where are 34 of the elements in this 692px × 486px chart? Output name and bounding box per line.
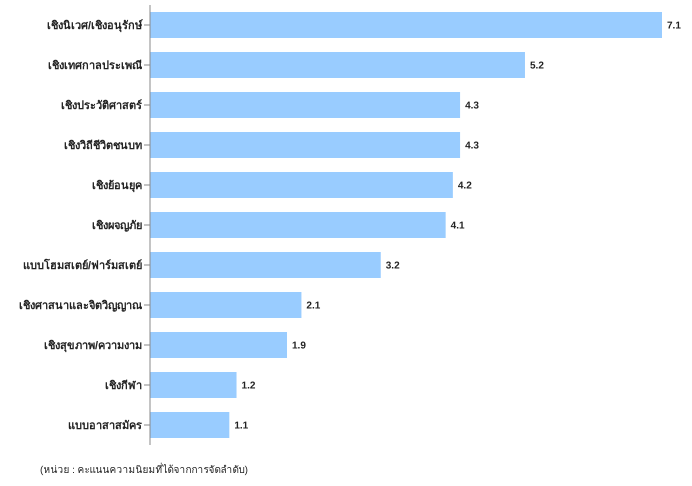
bar (150, 52, 525, 78)
y-tick-label: เชิงสุขภาพ/ความงาม (44, 338, 142, 353)
y-tick-label: เชิงนิเวศ/เชิงอนุรักษ์ (46, 18, 143, 33)
data-label: 1.9 (292, 340, 306, 352)
bar (150, 132, 460, 158)
bar (150, 92, 460, 118)
bar (150, 412, 230, 438)
bar (150, 372, 237, 398)
data-label: 4.3 (465, 100, 480, 112)
y-tick-label: แบบอาสาสมัคร (68, 418, 142, 432)
bar (150, 212, 446, 238)
y-tick-label: เชิงกีฬา (105, 378, 142, 392)
data-label: 5.2 (530, 60, 544, 72)
data-label: 1.2 (242, 380, 256, 392)
data-label: 3.2 (386, 260, 400, 272)
y-tick-label: เชิงวิถีชีวิตชนบท (64, 138, 142, 152)
data-label: 4.3 (465, 140, 480, 152)
data-label: 4.1 (450, 220, 465, 232)
data-label: 2.1 (306, 300, 321, 312)
bar (150, 12, 662, 38)
bar (150, 252, 381, 278)
bar (150, 292, 302, 318)
data-label: 1.1 (234, 420, 249, 432)
y-tick-label: แบบโฮมสเตย์/ฟาร์มสเตย์ (22, 258, 142, 272)
bar (150, 172, 453, 198)
bar (150, 332, 288, 358)
y-tick-label: เชิงย้อนยุค (92, 178, 142, 193)
text: (หน่วย : คะแนนความนิยมที่ได้จากการจัดลำดับ) (40, 462, 248, 477)
y-tick-label: เชิงเทศกาลประเพณี (48, 58, 143, 72)
y-tick-label: เชิงผจญภัย (92, 218, 142, 232)
y-tick-label: เชิงศาสนาและจิตวิญญาณ (19, 298, 143, 312)
data-label: 7.1 (667, 20, 682, 32)
y-tick-label: เชิงประวัติศาสตร์ (61, 98, 142, 112)
data-label: 4.2 (458, 180, 472, 192)
